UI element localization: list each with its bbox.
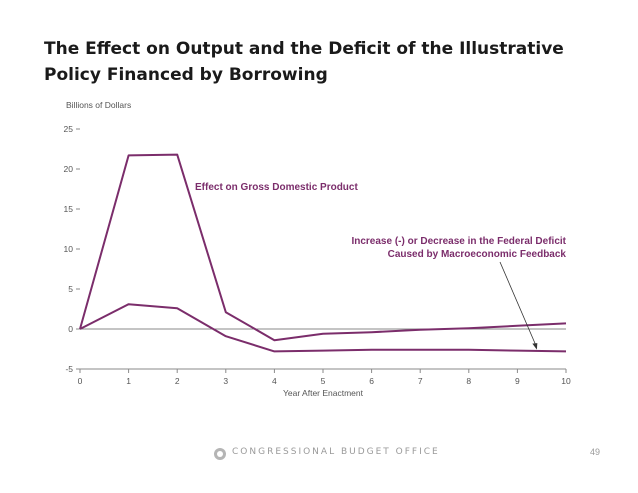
footer: CONGRESSIONAL BUDGET OFFICE 49 — [0, 446, 638, 466]
x-tick-label: 10 — [561, 376, 571, 386]
x-tick-label: 1 — [126, 376, 131, 386]
series-label-gdp: Effect on Gross Domestic Product — [195, 182, 358, 193]
page-number: 49 — [589, 447, 600, 457]
slide-title: The Effect on Output and the Deficit of … — [44, 36, 604, 88]
y-tick-label: -5 — [65, 364, 73, 374]
y-axis-units-label: Billions of Dollars — [66, 100, 131, 110]
series-label-deficit-line-1: Increase (-) or Decrease in the Federal … — [351, 236, 566, 247]
y-tick-label: 0 — [68, 324, 73, 334]
x-tick-label: 7 — [418, 376, 423, 386]
slide-title-line-2: Policy Financed by Borrowing — [44, 65, 328, 85]
slide-title-line-1: The Effect on Output and the Deficit of … — [44, 39, 564, 59]
y-tick-label: 20 — [64, 164, 74, 174]
y-tick-label: 25 — [64, 124, 74, 134]
x-tick-label: 6 — [369, 376, 374, 386]
y-tick-label: 15 — [64, 204, 74, 214]
x-tick-label: 0 — [78, 376, 83, 386]
y-tick-label: 10 — [64, 244, 74, 254]
y-tick-label: 5 — [68, 284, 73, 294]
annotation-arrowhead — [532, 343, 538, 350]
footer-organization: CONGRESSIONAL BUDGET OFFICE — [232, 447, 440, 457]
series-label-deficit-line-2: Caused by Macroeconomic Feedback — [388, 249, 567, 260]
x-tick-label: 4 — [272, 376, 277, 386]
line-chart: Billions of Dollars -5 0 5 10 15 20 25 0 1 2 3 4 5 6 7 8… — [64, 100, 571, 398]
x-tick-label: 2 — [175, 376, 180, 386]
cbo-logo-icon — [214, 448, 226, 460]
x-tick-label: 5 — [321, 376, 326, 386]
x-tick-label: 8 — [466, 376, 471, 386]
annotation-leader-line — [499, 261, 538, 348]
series-line-deficit — [79, 303, 567, 353]
x-axis-label: Year After Enactment — [283, 388, 364, 398]
series-line-gdp — [79, 153, 567, 342]
x-tick-label: 9 — [515, 376, 520, 386]
x-tick-label: 3 — [223, 376, 228, 386]
